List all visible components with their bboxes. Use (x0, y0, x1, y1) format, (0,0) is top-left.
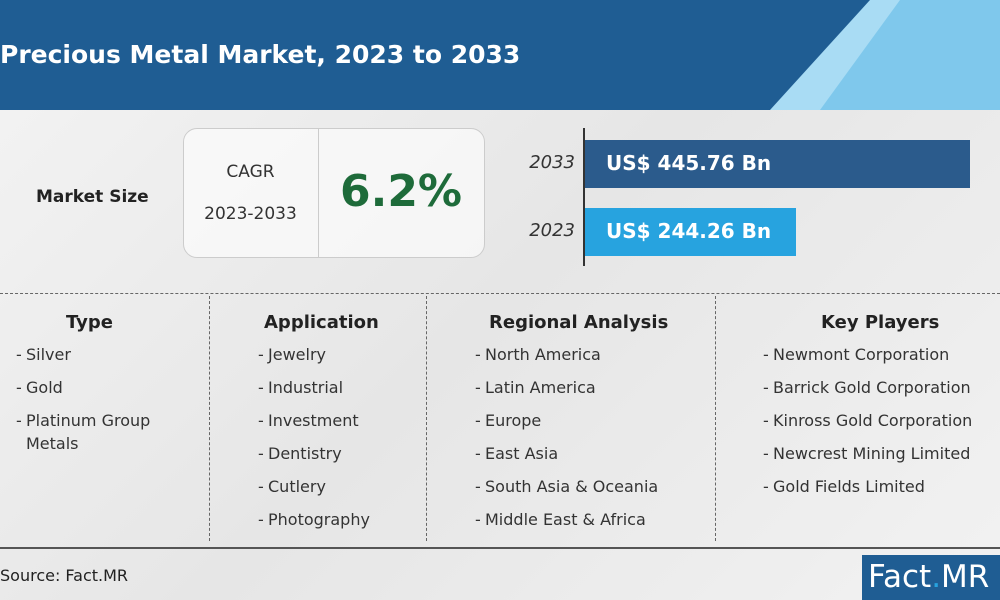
segment-item: - Investment (258, 409, 379, 432)
bullet: - (763, 477, 769, 496)
item-text: Cutlery (268, 477, 326, 496)
item-text: Jewelry (268, 345, 326, 364)
logo-right: MR (941, 559, 990, 595)
segment-item: - Gold Fields Limited (763, 475, 972, 498)
segment-item: - Latin America (475, 376, 668, 399)
segment-item: - Industrial (258, 376, 379, 399)
item-text: Newcrest Mining Limited (773, 444, 971, 463)
bullet: - (16, 345, 22, 364)
segment-item: - Silver (16, 343, 166, 366)
bullet: - (763, 345, 769, 364)
bullet: - (16, 378, 22, 397)
col-divider (209, 296, 210, 541)
bullet: - (258, 477, 264, 496)
cagr-period: 2023-2033 (204, 204, 297, 224)
col-divider (715, 296, 716, 541)
segment-item: - Europe (475, 409, 668, 432)
item-text: Barrick Gold Corporation (773, 378, 971, 397)
logo: Fact.MR (862, 555, 1000, 600)
segment-item: - Middle East & Africa (475, 508, 668, 531)
item-text: Middle East & Africa (485, 510, 646, 529)
bullet: - (16, 411, 22, 430)
item-text: Dentistry (268, 444, 342, 463)
segment-item: - Kinross Gold Corporation (763, 409, 972, 432)
bar-year: 2023 (529, 220, 575, 241)
segment-column: Key Players - Newmont Corporation - Barrick … (763, 312, 972, 508)
segment-column: Type - Silver - Gold - Platinum Group Metals (16, 312, 166, 465)
segment-item: - South Asia & Oceania (475, 475, 668, 498)
bar-year: 2033 (529, 152, 575, 173)
segment-column: Regional Analysis - North America - Latin Am… (475, 312, 668, 541)
segment-item: - Barrick Gold Corporation (763, 376, 972, 399)
segment-item: - Gold (16, 376, 166, 399)
item-text: Silver (26, 345, 71, 364)
segment-title: Type (66, 312, 113, 333)
divider (0, 293, 1000, 294)
header-band (0, 0, 1000, 110)
bullet: - (475, 477, 481, 496)
item-text: Platinum Group Metals (26, 411, 151, 453)
bullet: - (258, 510, 264, 529)
cagr-box (183, 128, 485, 258)
cagr-value: 6.2% (339, 166, 463, 217)
bullet: - (258, 345, 264, 364)
segment-title: Application (264, 312, 379, 333)
source: Source: Fact.MR (0, 566, 129, 585)
bar-label: US$ 244.26 Bn (606, 219, 772, 243)
bullet: - (258, 378, 264, 397)
bullet: - (763, 411, 769, 430)
item-text: South Asia & Oceania (485, 477, 659, 496)
bullet: - (258, 444, 264, 463)
segment-item: - Newcrest Mining Limited (763, 442, 972, 465)
item-text: East Asia (485, 444, 559, 463)
segment-item: - Jewelry (258, 343, 379, 366)
item-text: Kinross Gold Corporation (773, 411, 973, 430)
item-text: Gold (26, 378, 63, 397)
segment-item: - Photography (258, 508, 379, 531)
item-text: Latin America (485, 378, 596, 397)
item-text: North America (485, 345, 601, 364)
bar-label: US$ 445.76 Bn (606, 151, 772, 175)
item-text: Photography (268, 510, 370, 529)
bar (585, 140, 970, 188)
item-text: Investment (268, 411, 359, 430)
footer-line (0, 547, 1000, 549)
segment-item: - Dentistry (258, 442, 379, 465)
bullet: - (475, 444, 481, 463)
bullet: - (475, 510, 481, 529)
col-divider (426, 296, 427, 541)
cagr-label: CAGR (226, 162, 275, 182)
segment-item: - Newmont Corporation (763, 343, 972, 366)
cagr-divider (318, 128, 319, 258)
segment-item: - Platinum Group Metals (16, 409, 166, 455)
title: Precious Metal Market, 2023 to 2033 (0, 40, 521, 69)
segment-column: Application - Jewelry - Industrial - Investmen… (258, 312, 379, 541)
segment-item: - East Asia (475, 442, 668, 465)
segment-title: Key Players (821, 312, 940, 333)
bar (585, 208, 796, 256)
item-text: Europe (485, 411, 542, 430)
item-text: Newmont Corporation (773, 345, 950, 364)
bullet: - (258, 411, 264, 430)
item-text: Industrial (268, 378, 344, 397)
segment-title: Regional Analysis (489, 312, 669, 333)
market-size-label: Market Size (36, 187, 149, 207)
bullet: - (475, 345, 481, 364)
segment-item: - Cutlery (258, 475, 379, 498)
bar-axis (583, 128, 585, 266)
bullet: - (763, 444, 769, 463)
logo-left: Fact (868, 559, 932, 595)
bullet: - (475, 411, 481, 430)
bullet: - (763, 378, 769, 397)
bullet: - (475, 378, 481, 397)
segment-item: - North America (475, 343, 668, 366)
logo-dot: . (931, 559, 942, 595)
item-text: Gold Fields Limited (773, 477, 925, 496)
